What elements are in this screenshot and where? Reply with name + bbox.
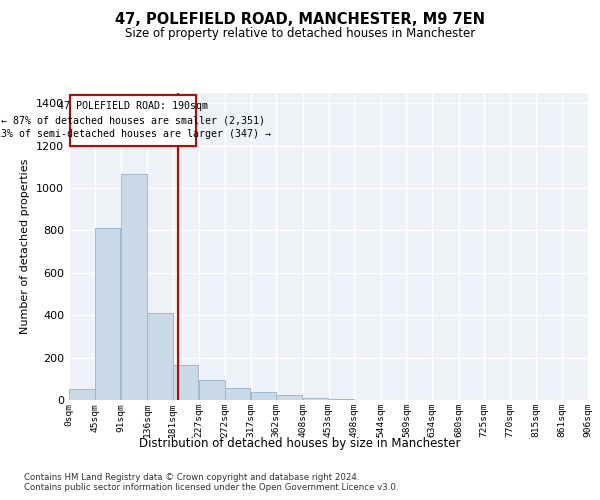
Bar	[121, 174, 147, 400]
Text: Contains HM Land Registry data © Crown copyright and database right 2024.
Contai: Contains HM Land Registry data © Crown c…	[24, 472, 398, 492]
Text: Size of property relative to detached houses in Manchester: Size of property relative to detached ho…	[125, 28, 475, 40]
Text: Distribution of detached houses by size in Manchester: Distribution of detached houses by size …	[139, 438, 461, 450]
Y-axis label: Number of detached properties: Number of detached properties	[20, 158, 31, 334]
Bar	[277, 394, 302, 400]
Text: 47 POLEFIELD ROAD: 190sqm
← 87% of detached houses are smaller (2,351)
13% of se: 47 POLEFIELD ROAD: 190sqm ← 87% of detac…	[0, 101, 271, 139]
Bar	[70, 94, 196, 146]
Bar	[95, 228, 121, 400]
Bar	[173, 365, 199, 400]
Bar	[147, 313, 173, 400]
Bar	[251, 392, 276, 400]
Bar	[69, 390, 95, 400]
Bar	[199, 380, 224, 400]
Text: 47, POLEFIELD ROAD, MANCHESTER, M9 7EN: 47, POLEFIELD ROAD, MANCHESTER, M9 7EN	[115, 12, 485, 28]
Bar	[303, 398, 328, 400]
Bar	[225, 388, 250, 400]
